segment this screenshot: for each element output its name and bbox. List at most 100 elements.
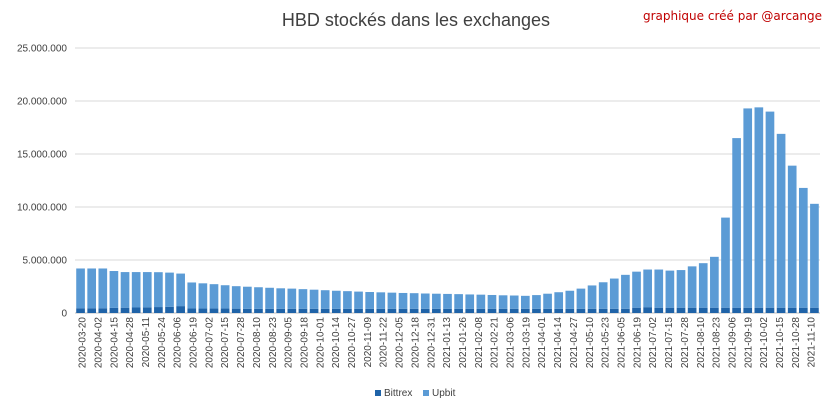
bar-bittrex [710, 307, 719, 313]
bar-bittrex [643, 307, 652, 313]
x-tick-label: 2020-09-05 [284, 317, 295, 369]
bar-bittrex [810, 307, 819, 313]
bar-bittrex [354, 308, 363, 313]
bar-upbit [776, 133, 786, 308]
bar-upbit [209, 284, 219, 309]
bar-upbit [810, 203, 819, 308]
bar-upbit [509, 295, 519, 309]
x-tick-label: 2021-06-05 [617, 317, 628, 369]
x-tick-label: 2021-03-06 [506, 317, 517, 369]
bar-bittrex [309, 308, 319, 313]
bar-upbit [176, 273, 185, 307]
bar-bittrex [265, 308, 274, 313]
bar-upbit [198, 283, 208, 309]
x-tick-label: 2021-04-27 [569, 317, 580, 369]
bar-bittrex [743, 307, 753, 313]
bar-bittrex [454, 308, 463, 313]
bar-upbit [487, 294, 497, 309]
bar-upbit [320, 290, 330, 309]
bar-upbit [298, 289, 308, 309]
bar-bittrex [609, 308, 619, 313]
bar-upbit [120, 272, 130, 308]
x-tick-label: 2020-12-05 [395, 317, 406, 369]
legend-label-bittrex: Bittrex [384, 388, 412, 399]
bar-bittrex [376, 308, 386, 313]
bar-bittrex [787, 307, 797, 313]
bars-group [76, 107, 819, 313]
bar-bittrex [320, 308, 330, 313]
x-tick-label: 2020-04-15 [109, 317, 120, 369]
x-tick-label: 2020-07-28 [236, 317, 247, 369]
x-tick-label: 2020-10-01 [315, 317, 326, 369]
bar-upbit [721, 217, 730, 308]
x-tick-label: 2021-04-01 [537, 317, 548, 369]
bar-bittrex [654, 307, 664, 313]
bar-upbit [165, 272, 174, 307]
x-tick-label: 2021-10-28 [791, 317, 802, 369]
bar-upbit [409, 293, 419, 309]
y-tick-label: 5.000.000 [23, 256, 68, 267]
grid-lines [75, 47, 820, 314]
bar-bittrex [231, 308, 241, 313]
bar-upbit [98, 268, 108, 309]
bar-bittrex [765, 307, 775, 313]
x-tick-label: 2020-04-28 [125, 317, 136, 369]
bar-bittrex [142, 307, 152, 313]
bar-upbit [154, 272, 163, 308]
x-tick-label: 2021-05-10 [585, 317, 596, 369]
bar-upbit [654, 269, 664, 308]
x-tick-label: 2020-07-15 [220, 317, 231, 369]
bar-upbit [187, 282, 197, 309]
bar-upbit [109, 271, 119, 308]
bar-upbit [142, 272, 152, 308]
bar-upbit [432, 293, 441, 309]
bar-bittrex [665, 307, 675, 313]
bar-upbit [587, 285, 597, 309]
y-tick-label: 15.000.000 [17, 150, 67, 161]
bar-bittrex [276, 308, 286, 313]
bar-upbit [565, 290, 575, 309]
bar-upbit [131, 272, 141, 308]
x-tick-label: 2020-06-19 [189, 317, 200, 369]
bar-upbit [687, 266, 697, 308]
bar-upbit [698, 263, 708, 308]
bar-upbit [743, 108, 753, 308]
chart-credit-annotation: graphique créé par @arcange [642, 9, 822, 23]
bar-bittrex [176, 306, 185, 313]
x-tick-label: 2021-06-19 [632, 317, 643, 369]
bar-upbit [398, 292, 408, 309]
bar-bittrex [621, 308, 630, 313]
x-tick-label: 2020-12-31 [426, 317, 437, 369]
bar-bittrex [754, 307, 764, 313]
bar-upbit [554, 292, 564, 309]
chart-title: HBD stockés dans les exchanges [281, 10, 551, 30]
x-tick-label: 2021-10-15 [775, 317, 786, 369]
x-tick-label: 2021-03-19 [521, 317, 532, 369]
bar-upbit [454, 294, 463, 309]
bar-bittrex [220, 308, 230, 313]
bar-upbit [220, 285, 230, 309]
y-tick-label: 25.000.000 [17, 44, 67, 55]
bar-upbit [265, 287, 274, 309]
x-tick-label: 2021-09-06 [727, 317, 738, 369]
bar-bittrex [287, 308, 297, 313]
x-tick-label: 2021-01-26 [458, 317, 469, 369]
x-tick-label: 2020-08-10 [252, 317, 263, 369]
x-tick-label: 2021-07-28 [680, 317, 691, 369]
bar-upbit [632, 271, 641, 308]
bar-upbit [521, 295, 530, 309]
x-tick-label: 2020-08-23 [268, 317, 279, 369]
bar-upbit [376, 292, 386, 309]
bar-bittrex [598, 308, 608, 313]
bar-bittrex [798, 307, 808, 313]
x-tick-label: 2020-11-09 [363, 317, 374, 368]
bar-bittrex [676, 307, 686, 313]
bar-upbit [787, 165, 797, 308]
bar-bittrex [687, 307, 697, 313]
legend: Bittrex Upbit [375, 388, 456, 399]
bar-upbit [476, 294, 486, 309]
bar-upbit [231, 286, 241, 309]
x-tick-label: 2021-11-10 [807, 317, 818, 368]
bar-bittrex [576, 308, 586, 313]
bar-upbit [676, 270, 686, 308]
